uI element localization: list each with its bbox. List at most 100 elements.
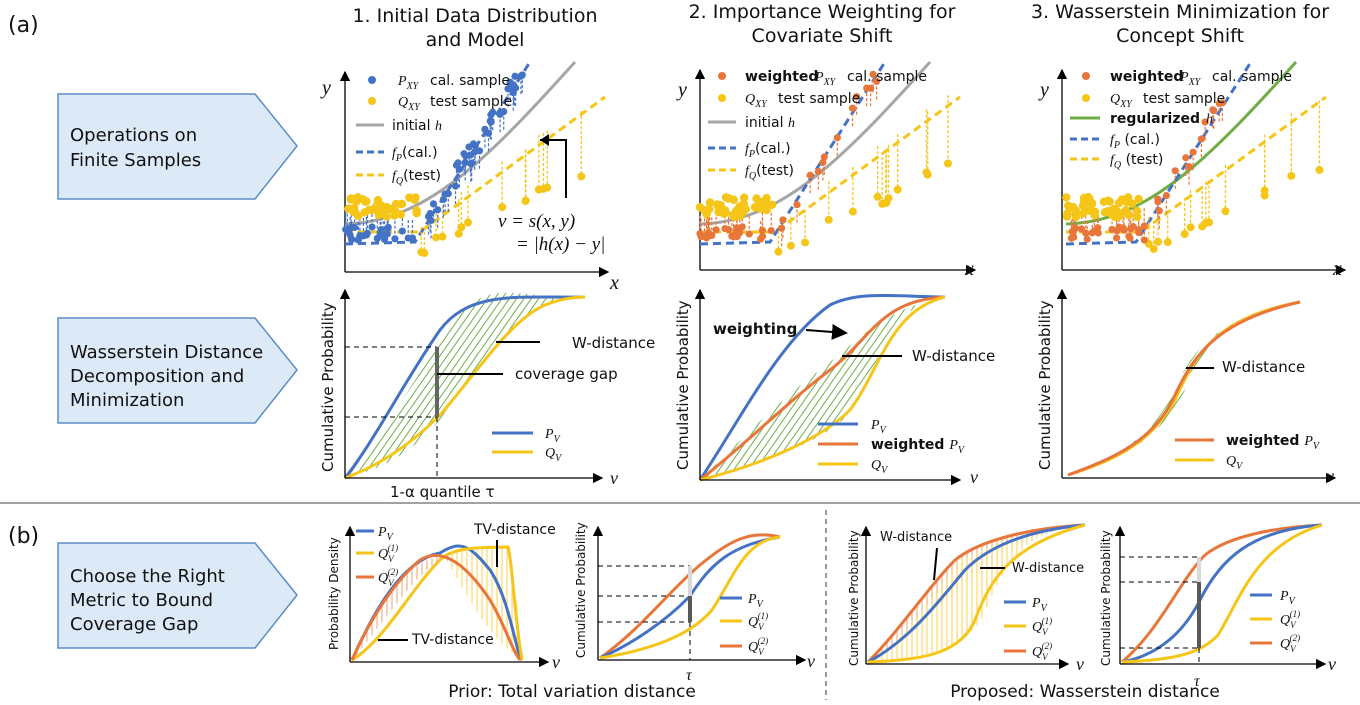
svg-text:fQ (test): fQ (test) bbox=[1110, 152, 1163, 171]
sc1-legend-test: test sample bbox=[430, 94, 512, 110]
row3-arrow: Choose the Right Metric to Bound Coverag… bbox=[57, 542, 298, 649]
row3-label-line3: Coverage Gap bbox=[70, 614, 198, 635]
scatter-panel-1: y x PXY cal. sample QXY test sample init… bbox=[320, 60, 619, 294]
svg-text:cal. sample: cal. sample bbox=[847, 69, 927, 85]
cdf3-y-label: Cumulative Probability bbox=[1036, 300, 1054, 470]
cdf-panel-1: W-distance coverage gap 1-α quantile τ v… bbox=[319, 288, 655, 501]
svg-text:QV(1): QV(1) bbox=[1032, 616, 1052, 637]
cdf2-weighting: weighting bbox=[713, 320, 797, 338]
sc3-y-label: y bbox=[1038, 79, 1049, 101]
col1-title-line2: and Model bbox=[426, 29, 525, 51]
svg-text:QV(2): QV(2) bbox=[1280, 633, 1300, 654]
cdf-tv-tau: τ bbox=[686, 667, 693, 684]
section-b-label: (b) bbox=[8, 524, 39, 549]
cdf-panel-2: weighting W-distance v Cumulative Probab… bbox=[674, 288, 995, 487]
cdf1-w-distance: W-distance bbox=[572, 334, 655, 352]
pdf-y-label: Probability Density bbox=[327, 537, 341, 650]
svg-text:QV(1): QV(1) bbox=[378, 543, 398, 564]
svg-text:initial h: initial h bbox=[745, 115, 795, 131]
cdf2-w-distance: W-distance bbox=[912, 347, 995, 365]
cdf-w2-y-label: Cumulative Probability bbox=[1099, 530, 1113, 666]
cdf-w2-v-label: v bbox=[1328, 654, 1336, 674]
cdf-w-panel-1: W-distance W-distance v Cumulative Proba… bbox=[847, 523, 1086, 674]
svg-text:weighted PV: weighted PV bbox=[1226, 433, 1321, 452]
cdf-panel-3: W-distance v Cumulative Probability weig… bbox=[1036, 288, 1337, 486]
sc1-legend-cal: cal. sample bbox=[430, 73, 510, 89]
row1-arrow: Operations on Finite Samples bbox=[57, 93, 298, 200]
col2-title-line1: 2. Importance Weighting for bbox=[689, 1, 956, 23]
cdf-w-panel-2: τ v Cumulative Probability PV QV(1) QV(2… bbox=[1099, 523, 1336, 690]
sc1-x-label: x bbox=[609, 272, 619, 294]
cdf-tv-y-label: Cumulative Probability bbox=[574, 522, 588, 658]
scatter-panel-2: y x weighted PXY cal. sample QXY test sa… bbox=[676, 60, 977, 280]
svg-text:PV: PV bbox=[747, 592, 765, 610]
cdf2-v-label: v bbox=[970, 467, 978, 487]
svg-text:weighted PV: weighted PV bbox=[871, 437, 966, 456]
svg-text:QV: QV bbox=[1226, 454, 1244, 472]
cdf-w1-w-distance-top: W-distance bbox=[880, 530, 952, 545]
pdf-tv-distance-top: TV-distance bbox=[473, 522, 556, 538]
svg-text:PV: PV bbox=[377, 525, 395, 543]
cdf3-v-label: v bbox=[1326, 466, 1334, 486]
svg-text:PV: PV bbox=[870, 418, 888, 436]
svg-text:fP (cal.): fP (cal.) bbox=[1110, 132, 1160, 151]
svg-text:fQ(test): fQ(test) bbox=[745, 163, 794, 182]
svg-text:QXY: QXY bbox=[745, 92, 768, 110]
row2-arrow: Wasserstein Distance Decomposition and M… bbox=[57, 317, 298, 424]
row1-label-line1: Operations on bbox=[70, 125, 197, 146]
svg-text:cal. sample: cal. sample bbox=[1212, 69, 1292, 85]
cdf1-y-label: Cumulative Probability bbox=[319, 302, 337, 472]
svg-text:initial h: initial h bbox=[392, 118, 442, 134]
cdf-tv-panel: τ v Cumulative Probability PV QV(1) QV(2… bbox=[574, 522, 815, 684]
prior-caption: Prior: Total variation distance bbox=[448, 682, 696, 702]
svg-text:fQ(test): fQ(test) bbox=[392, 168, 441, 187]
pdf-tv-distance-bottom: TV-distance bbox=[411, 632, 494, 648]
svg-text:QV(1): QV(1) bbox=[1280, 609, 1300, 630]
cdf3-w-distance: W-distance bbox=[1222, 358, 1305, 376]
svg-text:QV(2): QV(2) bbox=[748, 636, 768, 657]
svg-text:QXY: QXY bbox=[1110, 92, 1133, 110]
cdf1-quantile: 1-α quantile τ bbox=[390, 483, 495, 501]
svg-text:PV: PV bbox=[1031, 596, 1049, 614]
section-a-label: (a) bbox=[8, 13, 39, 38]
col2-title-line2: Covariate Shift bbox=[752, 25, 893, 47]
sc2-y-label: y bbox=[676, 79, 687, 101]
svg-text:PXY: PXY bbox=[814, 70, 837, 88]
row3-label-line2: Metric to Bound bbox=[70, 590, 213, 611]
cdf-tv-v-label: v bbox=[807, 651, 815, 671]
sc1-score-eq1: v = s(x, y) bbox=[498, 211, 575, 232]
svg-text:fP(cal.): fP(cal.) bbox=[392, 145, 438, 164]
svg-text:h: h bbox=[1206, 112, 1213, 127]
pdf-v-label: v bbox=[552, 652, 560, 672]
row2-label-line2: Decomposition and bbox=[70, 366, 244, 387]
svg-text:QV: QV bbox=[545, 446, 563, 464]
cdf-w1-v-label: v bbox=[1076, 654, 1084, 674]
cdf1-v-label: v bbox=[610, 468, 618, 488]
sc3-legend-weighted: weighted bbox=[1110, 69, 1183, 85]
svg-text:PV: PV bbox=[544, 427, 562, 445]
sc2-legend-weighted: weighted bbox=[745, 69, 818, 85]
sc3-x-label: x bbox=[1332, 258, 1342, 280]
svg-text:QV(2): QV(2) bbox=[1032, 641, 1052, 662]
sc2-x-label: x bbox=[964, 258, 974, 280]
svg-text:QXY: QXY bbox=[398, 95, 421, 113]
proposed-caption: Proposed: Wasserstein distance bbox=[950, 682, 1220, 702]
svg-text:QV: QV bbox=[871, 458, 889, 476]
svg-text:PV: PV bbox=[1279, 589, 1297, 607]
sc1-y-label: y bbox=[320, 77, 331, 99]
svg-text:fP(cal.): fP(cal.) bbox=[745, 141, 791, 160]
cdf-w1-y-label: Cumulative Probability bbox=[847, 530, 861, 666]
scatter-panel-3: y x weighted PXY cal. sample QXY test sa… bbox=[1038, 60, 1347, 280]
cdf1-coverage-gap: coverage gap bbox=[515, 365, 618, 383]
svg-text:test sample: test sample bbox=[1143, 91, 1225, 107]
row2-label-line3: Minimization bbox=[70, 390, 184, 411]
cdf-w1-w-distance-right: W-distance bbox=[1012, 561, 1084, 576]
svg-text:QV(1): QV(1) bbox=[748, 611, 768, 632]
row1-label-line2: Finite Samples bbox=[70, 150, 201, 171]
svg-text:PXY: PXY bbox=[397, 74, 420, 92]
sc1-score-eq2: = |h(x) − y| bbox=[516, 234, 605, 255]
sc3-legend-regularized: regularized bbox=[1110, 111, 1200, 127]
col3-title-line1: 3. Wasserstein Minimization for bbox=[1031, 1, 1329, 23]
col1-title-line1: 1. Initial Data Distribution bbox=[352, 5, 597, 27]
